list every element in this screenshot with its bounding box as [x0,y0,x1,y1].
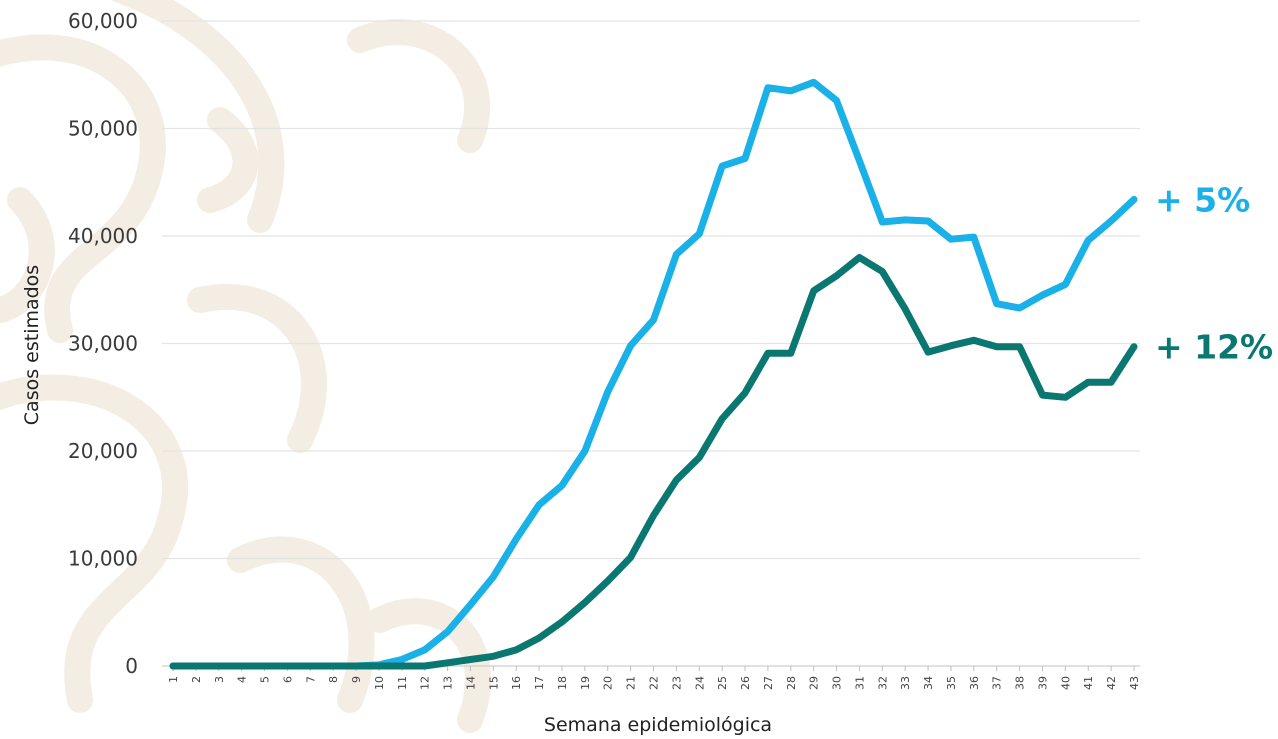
x-tick-label: 36 [968,676,981,690]
series-end-label-1: + 5% [1155,180,1250,219]
x-tick-label: 3 [213,676,226,683]
x-tick-label: 38 [1014,676,1027,690]
x-tick-label: 24 [693,676,706,690]
x-tick-label: 8 [327,676,340,683]
x-tick-label: 32 [876,676,889,690]
x-tick-label: 7 [304,676,317,683]
x-tick-label: 35 [945,676,958,690]
y-tick-label: 40,000 [68,224,138,248]
y-tick-label: 0 [125,654,138,678]
x-tick-label: 33 [899,676,912,690]
x-tick-label: 13 [442,676,455,690]
x-tick-label: 4 [236,676,249,683]
series-line-1 [169,78,1138,670]
x-tick-label: 12 [419,676,432,690]
x-tick-label: 6 [281,676,294,683]
x-tick-label: 37 [991,676,1004,690]
x-tick-label: 18 [556,676,569,690]
x-axis-title: Semana epidemiológica [544,714,772,736]
x-tick-label: 29 [808,676,821,690]
x-tick-label: 14 [464,676,477,690]
y-tick-label: 50,000 [68,117,138,141]
x-tick-label: 20 [602,676,615,690]
x-tick-label: 15 [487,676,500,690]
y-axis-title: Casos estimados [21,265,43,425]
x-tick-label: 10 [373,676,386,690]
y-tick-label: 20,000 [68,439,138,463]
y-tick-label: 30,000 [68,332,138,356]
x-tick-label: 27 [762,676,775,690]
x-tick-label: 41 [1082,676,1095,690]
x-tick-label: 19 [579,676,592,690]
series-end-labels: + 5% + 12% [1155,180,1273,366]
series-line-2 [169,254,1138,670]
x-tick-labels: 1 2 3 4 5 6 7 8 9 10 11 12 13 14 15 16 17 18 19 20 21 22 23 24 2… [167,666,1141,690]
y-tick-labels: 0 10,000 20,000 30,000 40,000 50,000 60,000 [68,9,138,678]
series-lines [169,78,1138,670]
x-tick-label: 23 [670,676,683,690]
x-tick-label: 11 [396,676,409,690]
x-tick-label: 28 [785,676,798,690]
y-tick-label: 60,000 [68,9,138,33]
x-tick-label: 5 [259,676,272,683]
x-tick-label: 39 [1036,676,1049,690]
x-tick-label: 40 [1059,676,1072,690]
x-tick-label: 21 [625,676,638,690]
x-tick-label: 26 [739,676,752,690]
series-end-label-2: + 12% [1155,328,1273,367]
x-tick-label: 1 [167,676,180,683]
x-tick-label: 42 [1105,676,1118,690]
x-tick-label: 16 [510,676,523,690]
x-tick-label: 25 [716,676,729,690]
x-tick-label: 2 [190,676,203,683]
x-tick-label: 31 [853,676,866,690]
x-tick-label: 9 [350,676,363,683]
y-tick-label: 10,000 [68,547,138,571]
x-tick-label: 43 [1128,676,1141,690]
x-tick-label: 22 [648,676,661,690]
x-tick-label: 34 [922,676,935,690]
x-tick-label: 17 [533,676,546,690]
x-tick-label: 30 [831,676,844,690]
